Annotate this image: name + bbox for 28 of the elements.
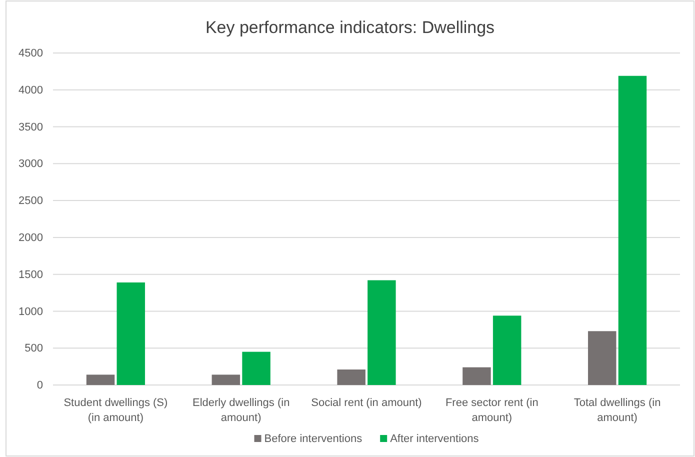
bar xyxy=(492,316,522,385)
x-tick-label: Student dwellings (S) (in amount) xyxy=(64,397,168,424)
x-tick-label: Free sector rent (in amount) xyxy=(445,397,538,424)
y-tick-label: 500 xyxy=(24,342,43,355)
legend-label: Before interventions xyxy=(264,433,363,445)
x-tick-label: Total dwellings (in amount) xyxy=(574,397,661,424)
bar xyxy=(588,331,616,385)
y-tick-label: 2000 xyxy=(18,232,43,244)
y-tick-label: 1000 xyxy=(18,306,43,318)
y-tick-label: 2500 xyxy=(18,195,43,208)
bar xyxy=(116,282,145,385)
bar xyxy=(368,280,396,385)
y-tick-label: 1500 xyxy=(18,268,43,281)
bar xyxy=(337,370,366,385)
bar xyxy=(242,352,270,385)
x-tick-label: Elderly dwellings (in amount) xyxy=(192,397,290,424)
bar xyxy=(462,367,491,385)
chart-title: Key performance indicators: Dwellings xyxy=(205,18,495,37)
y-tick-label: 3500 xyxy=(18,121,43,134)
y-tick-label: 0 xyxy=(36,380,43,392)
y-tick-label: 4000 xyxy=(18,84,43,96)
legend-label: After interventions xyxy=(390,433,480,445)
y-tick-label: 4500 xyxy=(18,48,43,60)
bar xyxy=(212,374,240,385)
x-tick-label: Social rent (in amount) xyxy=(311,397,422,409)
y-tick-label: 3000 xyxy=(18,158,43,170)
bar xyxy=(86,374,115,385)
bar xyxy=(618,76,647,385)
